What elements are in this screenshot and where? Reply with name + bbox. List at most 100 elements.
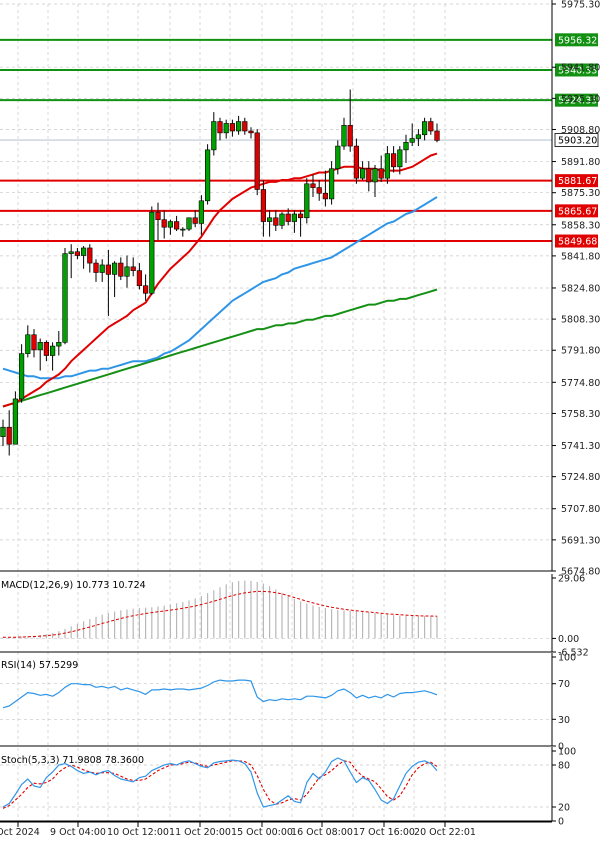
price-axis-label: 5858.30	[561, 220, 600, 231]
price-axis-label: 5908.80	[561, 125, 600, 136]
candle-body	[260, 189, 267, 222]
candle	[56, 330, 62, 356]
candle	[297, 210, 304, 237]
candle-body	[236, 121, 242, 132]
candle	[43, 340, 49, 362]
candle-body	[130, 266, 136, 271]
candle	[62, 247, 68, 345]
stoch-axis-label: 0	[558, 817, 564, 828]
stoch-d-line	[2, 760, 438, 809]
candle	[260, 180, 267, 237]
candle	[180, 227, 186, 237]
candle	[99, 259, 105, 282]
candle	[341, 117, 347, 150]
candle	[403, 134, 409, 164]
current-price-label: 5903.20	[558, 136, 597, 147]
candle-body	[93, 262, 99, 273]
rsi-line	[2, 679, 438, 709]
resistance-level-label: 5956.32	[558, 35, 597, 46]
candle-body	[297, 213, 304, 219]
candle-body	[81, 247, 87, 256]
level-lines: 5956.32 5940.33 5924.33 5881.67 5865.67 5849.…	[0, 33, 599, 248]
stoch-panel: Stoch(5,3,3) 71.9808 78.3600 100 80 20 0	[0, 747, 576, 828]
time-axis-label: 15 Oct 00:00	[231, 827, 293, 838]
price-axis-label: 5791.80	[561, 346, 600, 357]
candle	[254, 129, 260, 196]
candle-body	[378, 168, 384, 179]
candle	[242, 117, 248, 135]
axes	[0, 0, 556, 827]
candle-body	[397, 149, 403, 168]
support-level-tag	[555, 234, 598, 248]
candle-body	[124, 266, 130, 277]
candle	[304, 178, 310, 224]
candle-body	[347, 125, 353, 147]
candle	[366, 161, 372, 192]
rsi-panel: RSI(14) 57.5299 100 70 30 0	[0, 653, 576, 753]
macd-title: MACD(12,26,9) 10.773 10.724	[1, 580, 146, 591]
candle	[6, 410, 12, 456]
candle-body	[415, 134, 422, 139]
price-axis-label: 5758.30	[561, 409, 600, 420]
time-axis-label: 16 Oct 08:00	[291, 827, 353, 838]
candle	[205, 144, 211, 205]
candle-body	[18, 353, 25, 400]
candle-body	[217, 121, 223, 134]
price-axis-label: 5724.80	[561, 472, 600, 483]
moving-averages	[2, 152, 438, 408]
price-axis-label: 5674.80	[561, 567, 600, 578]
candle-body	[143, 285, 149, 294]
candle-body	[421, 121, 428, 136]
candle-body	[428, 121, 434, 132]
price-axis-label: 5975.30	[561, 0, 600, 11]
price-axis-label: 5941.80	[561, 63, 600, 74]
candle	[12, 391, 19, 445]
candle	[291, 210, 298, 233]
candle	[68, 244, 74, 279]
macd-axis-label: -6.532	[558, 648, 589, 659]
resistance-level-tag	[555, 93, 598, 107]
candle	[273, 210, 279, 231]
time-axis-label: 9 Oct 04:00	[50, 827, 106, 838]
price-axis-label: 5925.30	[561, 94, 600, 105]
time-axis-label: 20 Oct 22:01	[414, 827, 476, 838]
candle-body	[248, 130, 254, 134]
candle	[372, 164, 378, 198]
candle-body	[223, 123, 229, 134]
candle	[428, 117, 434, 135]
resistance-level-tag	[555, 63, 598, 77]
candle-body	[341, 125, 347, 147]
candle-body	[285, 213, 291, 222]
candle-body	[322, 192, 329, 200]
candle-body	[12, 398, 19, 445]
candle-body	[211, 121, 217, 151]
candle	[198, 195, 205, 235]
candle	[118, 257, 124, 281]
candle-body	[304, 183, 310, 219]
candle	[174, 215, 180, 231]
candle-body	[403, 142, 409, 151]
candle-body	[74, 251, 80, 256]
candle-body	[155, 211, 161, 220]
rsi-axis-label: 70	[558, 679, 570, 690]
candle	[105, 249, 111, 316]
candle-body	[161, 219, 167, 228]
macd-panel: MACD(12,26,9) 10.773 10.724 29.06 0.00 -6.5…	[0, 574, 589, 659]
candle-body	[390, 153, 397, 168]
time-axis-label: 10 Oct 12:00	[107, 827, 169, 838]
candle	[335, 140, 341, 175]
candle-body	[242, 121, 248, 132]
candle-body	[105, 264, 111, 275]
candle-body	[118, 262, 124, 277]
candle-body	[43, 342, 49, 356]
candle	[347, 89, 353, 152]
candle	[229, 119, 236, 137]
price-axis-label: 5774.80	[561, 378, 600, 389]
candle	[87, 244, 93, 273]
candle	[81, 246, 87, 269]
candle	[186, 217, 192, 231]
candle	[359, 161, 366, 181]
candle-body	[353, 145, 360, 179]
